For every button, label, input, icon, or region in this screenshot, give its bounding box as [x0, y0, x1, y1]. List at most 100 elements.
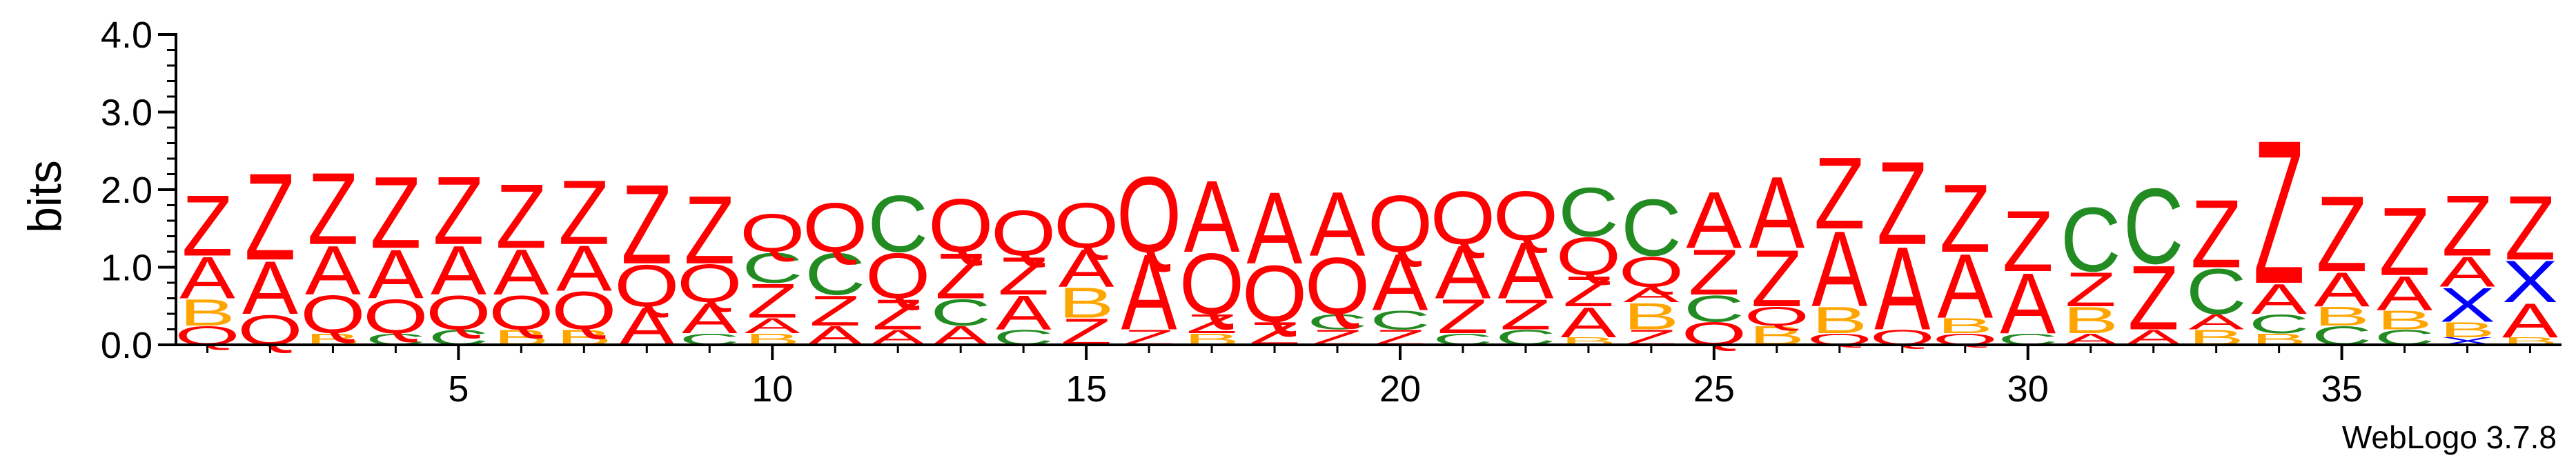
logo-letter-Z: Z: [2128, 246, 2179, 348]
logo-letter-C: C: [805, 241, 865, 308]
logo-letter-B: B: [1811, 299, 1867, 341]
logo-letter-C: C: [1370, 305, 1430, 335]
logo-letter-B: B: [2314, 301, 2370, 332]
y-tick-label: 1.0: [101, 248, 153, 289]
logo-letter-Z: Z: [809, 287, 861, 334]
logo-letter-Z: Z: [1689, 236, 1740, 308]
logo-letter-Q: Q: [1744, 301, 1809, 332]
logo-letter-C: C: [2186, 255, 2247, 328]
logo-letter-Q: Q: [991, 197, 1056, 270]
logo-letter-Z: Z: [2441, 179, 2493, 274]
logo-letter-Q: Q: [1430, 176, 1495, 260]
logo-letter-C: C: [2249, 309, 2310, 339]
logo-letter-Z: Z: [998, 246, 1049, 306]
logo-letter-B: B: [1059, 279, 1114, 327]
logo-letter-Q: Q: [363, 290, 428, 344]
logo-letter-Q: Q: [1054, 190, 1119, 262]
logo-letter-A: A: [1373, 237, 1428, 328]
logo-letter-B: B: [1937, 314, 1993, 338]
x-tick-label: 30: [2007, 368, 2049, 410]
x-tick-label: 35: [2321, 368, 2363, 410]
y-tick-label: 2.0: [101, 170, 153, 211]
logo-letter-B: B: [1623, 295, 1679, 337]
logo-letter-B: B: [179, 291, 235, 333]
logo-letter-Z: Z: [1563, 268, 1614, 315]
logo-letter-Q: Q: [1179, 237, 1244, 332]
logo-letter-Z: Z: [1877, 137, 1928, 270]
logo-letter-Z: Z: [181, 179, 233, 274]
logo-letter-Q: Q: [740, 203, 805, 263]
logo-letter-Q: Q: [489, 286, 553, 340]
logo-letter-A: A: [431, 231, 486, 309]
logo-letter-C: C: [2061, 188, 2121, 290]
logo-letter-C: C: [1684, 288, 1744, 330]
logo-letter-B: B: [2063, 299, 2118, 341]
logo-letter-Q: Q: [1493, 177, 1558, 254]
logo-letter-Z: Z: [935, 240, 986, 312]
logo-letter-Z: Z: [2191, 179, 2242, 288]
logo-letter-Z: Z: [1940, 164, 1991, 272]
logo-letter-Z: Z: [370, 155, 421, 270]
logo-letter-A: A: [996, 286, 1052, 340]
logo-column-2: QAZ: [237, 148, 302, 354]
logo-letter-B: B: [2439, 318, 2495, 342]
logo-letter-A: A: [682, 294, 738, 342]
logo-letter-A: A: [1937, 235, 1993, 337]
logo-letter-A: A: [1435, 230, 1491, 314]
weblogo-version-label: WebLogo 3.7.8: [2342, 419, 2557, 455]
logo-column-16: ZAQ: [1117, 154, 1181, 352]
logo-letter-A: A: [1560, 299, 1617, 346]
logo-letter-C: C: [1558, 173, 1619, 251]
logo-letter-Q: Q: [614, 253, 679, 319]
logo-letter-A: A: [1874, 222, 1930, 355]
logo-letter-A: A: [2439, 248, 2496, 296]
logo-letter-Z: Z: [2504, 177, 2555, 279]
logo-letter-Z: Z: [747, 274, 798, 329]
x-tick-label: 20: [1379, 368, 1421, 410]
y-tick-label: 4.0: [101, 14, 153, 56]
logo-letter-Z: Z: [2379, 187, 2430, 295]
logo-letter-Z: Z: [1500, 291, 1551, 339]
y-ticks: 0.0 1.0 2.0 3.0 4.0: [101, 14, 176, 366]
logo-column-30: CAZ: [1998, 194, 2058, 352]
logo-letter-Q: Q: [1619, 248, 1684, 296]
logo-letter-A: A: [2251, 275, 2308, 323]
x-tick-label: 5: [448, 368, 469, 410]
logo-letter-Z: Z: [2003, 194, 2054, 290]
logo-letter-C: C: [2123, 166, 2184, 286]
logo-letter-B: B: [2377, 305, 2432, 335]
logo-letter-Q: Q: [551, 281, 616, 341]
logo-letter-C: C: [1307, 310, 1368, 334]
axes: 0.0 1.0 2.0 3.0 4.0 5 10 15 20 25 30 35: [101, 14, 2562, 410]
y-tick-label: 3.0: [101, 92, 153, 134]
logo-letter-A: A: [2188, 310, 2244, 334]
y-tick-label: 0.0: [101, 325, 153, 366]
logo-letter-Z: Z: [1186, 309, 1237, 339]
x-tick-label: 25: [1693, 368, 1735, 410]
x-ticks: 5 10 15 20 25 30 35: [206, 345, 2532, 410]
logo-column-18: ZQA: [1242, 170, 1307, 352]
logo-letter-A: A: [368, 235, 424, 313]
logo-letter-Q: Q: [1117, 154, 1181, 274]
logo-letter-Z: Z: [1814, 136, 1865, 250]
logo-letter-C: C: [930, 291, 991, 333]
logo-letter-Q: Q: [928, 184, 993, 268]
logo-letter-Z: Z: [244, 148, 295, 286]
logo-letter-A: A: [1310, 173, 1366, 275]
